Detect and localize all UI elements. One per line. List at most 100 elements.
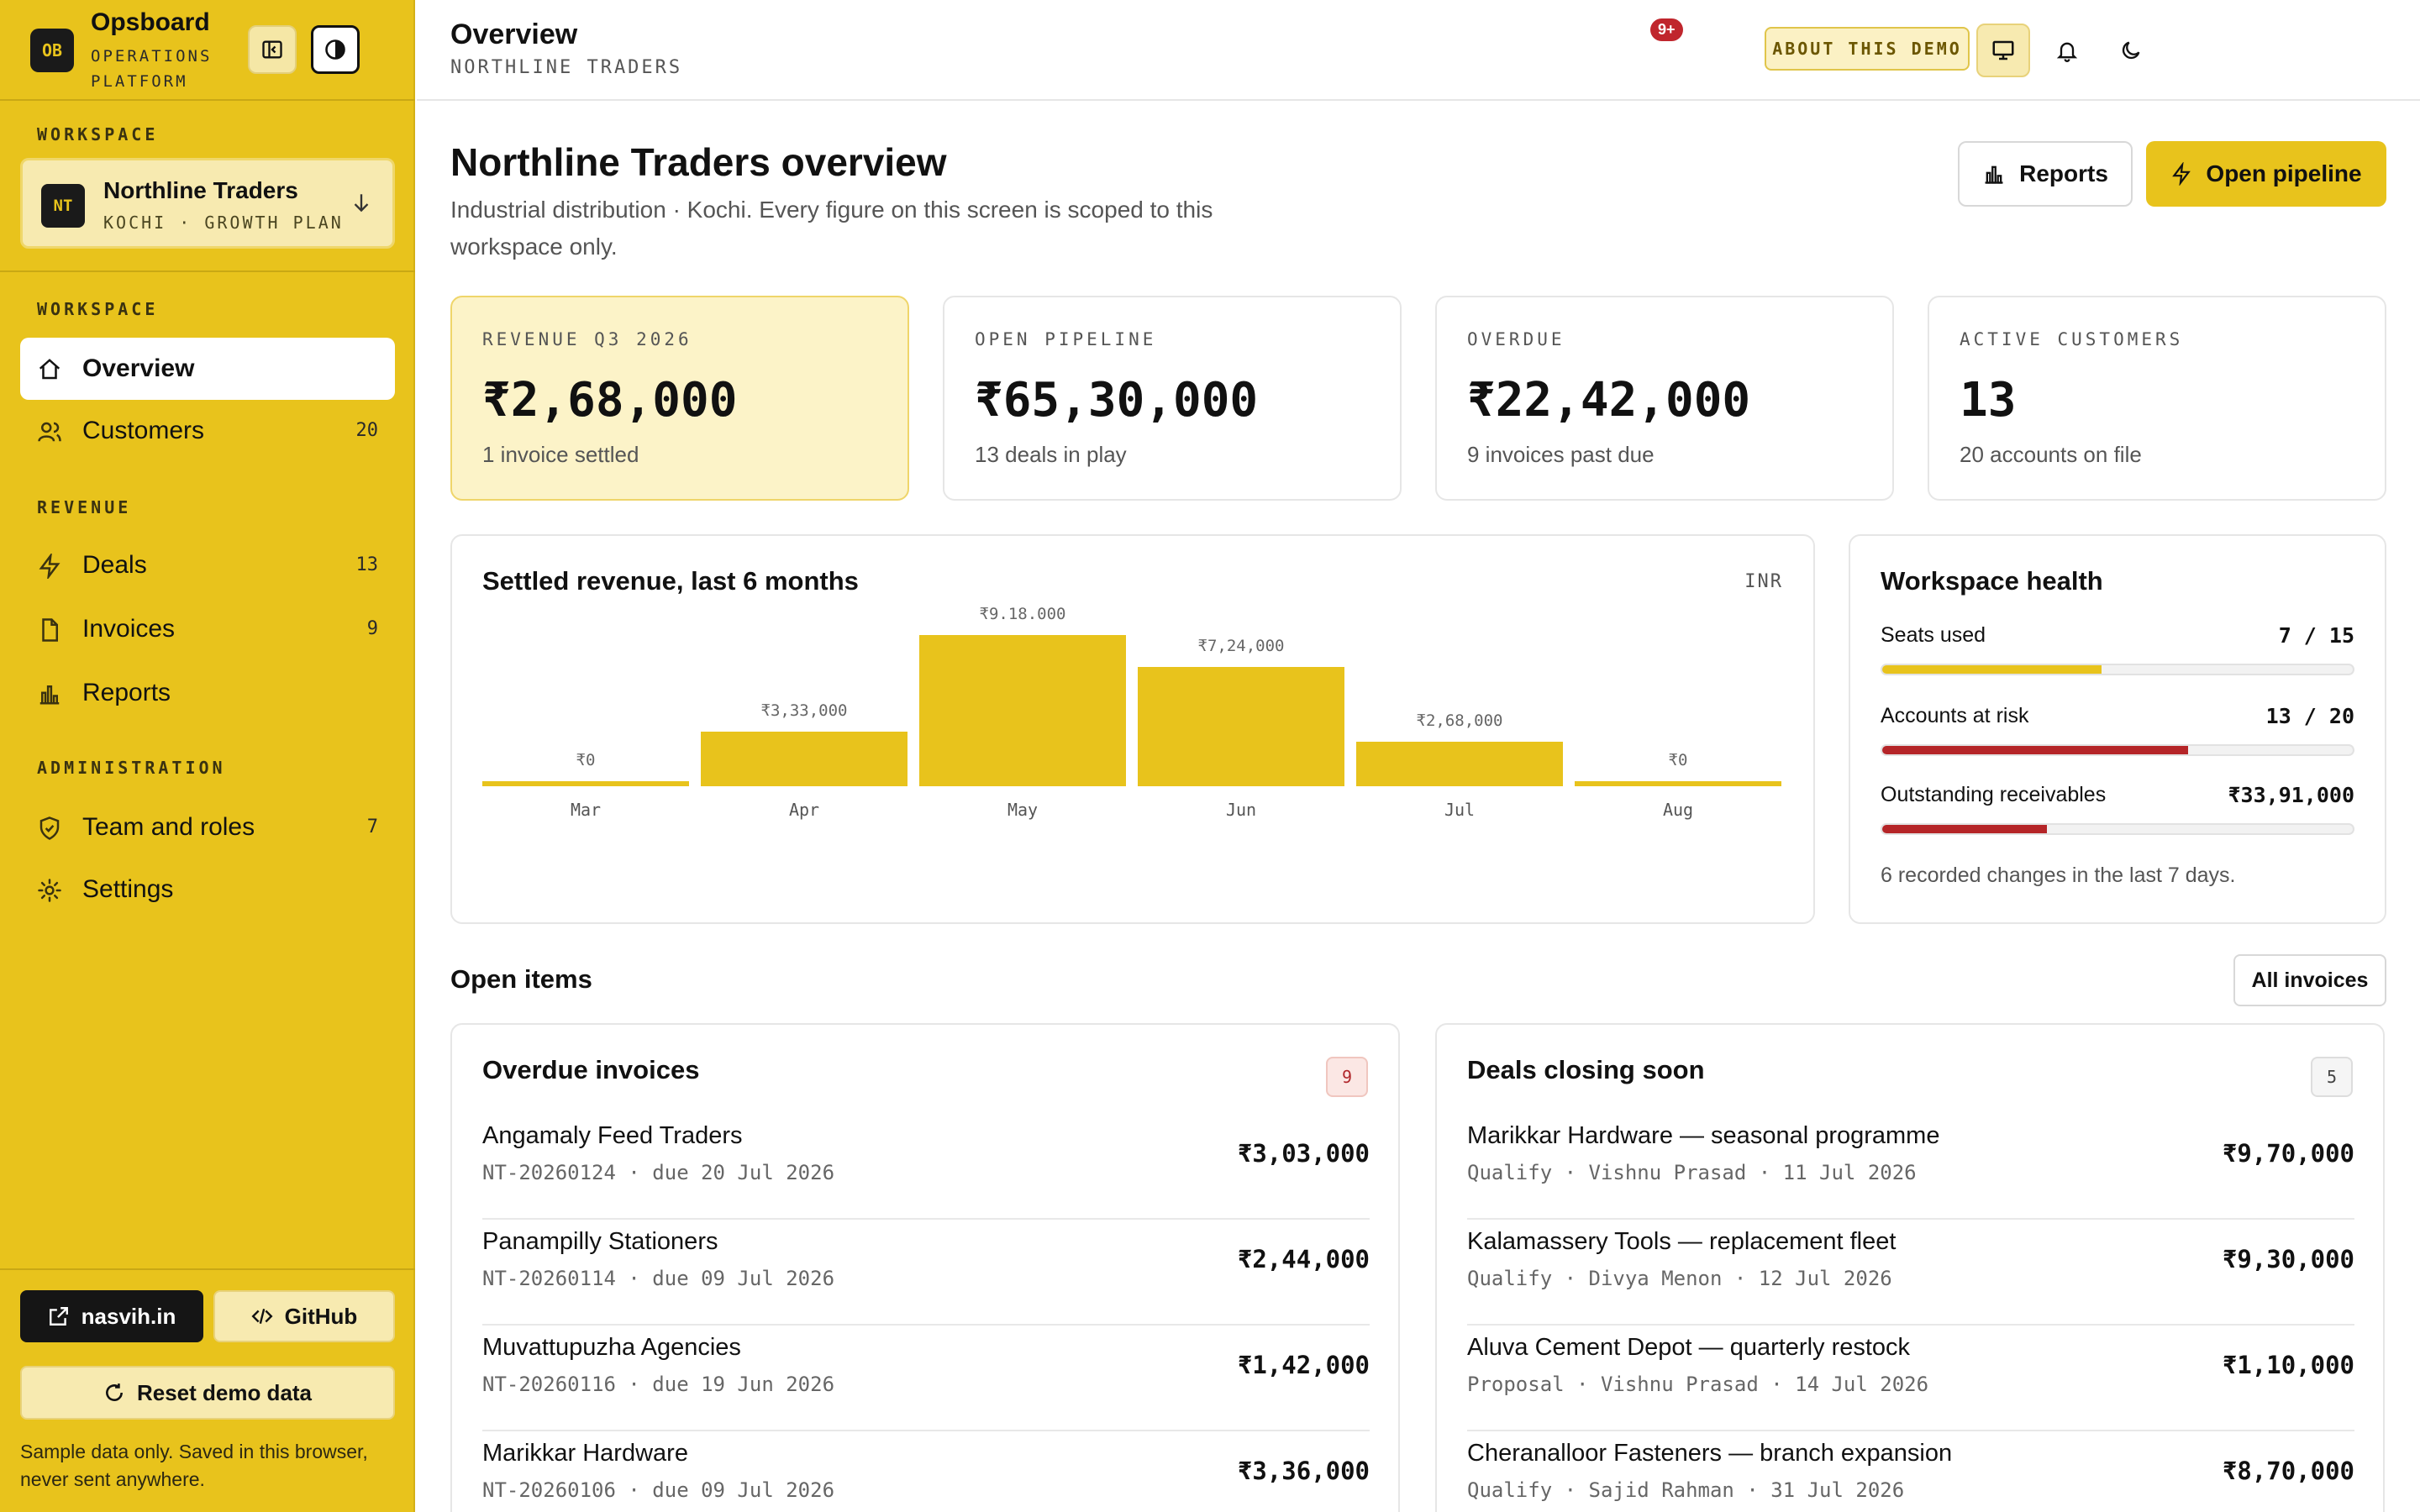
users-icon <box>38 422 61 442</box>
progress-fill <box>1882 746 2188 754</box>
reports-button[interactable]: Reports <box>1958 141 2133 207</box>
brand-logo: OB <box>30 29 74 72</box>
nav-item-deals[interactable]: Deals 13 <box>20 534 395 596</box>
invoice-customer: Marikkar Hardware <box>482 1440 688 1467</box>
invoice-amount: ₹3,03,000 <box>1237 1139 1370 1168</box>
list-item[interactable]: Aluva Cement Depot — quarterly restock P… <box>1467 1326 2354 1431</box>
health-label: Accounts at risk <box>1881 704 2029 727</box>
open-pipeline-button[interactable]: Open pipeline <box>2146 141 2386 207</box>
list-item[interactable]: Marikkar Hardware — seasonal programme Q… <box>1467 1114 2354 1220</box>
about-demo-button[interactable]: ABOUT THIS DEMO <box>1765 27 1970 71</box>
stat-label: REVENUE Q3 2026 <box>482 329 692 349</box>
invoice-amount: ₹2,44,000 <box>1237 1245 1370 1273</box>
invoice-meta: NT-20260106 · due 09 Jul 2026 <box>482 1478 835 1502</box>
notifications-button[interactable] <box>2040 24 2094 77</box>
nav-item-overview[interactable]: Overview <box>20 338 395 400</box>
chart-title: Settled revenue, last 6 months <box>482 566 859 596</box>
deal-amount: ₹9,70,000 <box>2222 1139 2354 1168</box>
home-icon <box>39 359 60 380</box>
refresh-icon <box>106 1383 123 1401</box>
breadcrumb: NORTHLINE TRADERS <box>450 57 683 78</box>
chart-bar <box>919 635 1126 786</box>
bar-chart: ₹0 Mar ₹3,33,000 Apr ₹9.18.000 May ₹7,24,000 Ju… <box>482 536 1786 926</box>
list-item[interactable]: Kalamassery Tools — replacement fleet Qu… <box>1467 1220 2354 1326</box>
github-link-label: GitHub <box>284 1303 358 1329</box>
workspace-switcher[interactable]: NT Northline Traders KOCHI · GROWTH PLAN <box>20 158 395 249</box>
health-value: ₹33,91,000 <box>2228 783 2354 807</box>
stat-label: ACTIVE CUSTOMERS <box>1960 329 2184 349</box>
nav-item-settings[interactable]: Settings <box>20 858 395 921</box>
invoice-meta: NT-20260124 · due 20 Jul 2026 <box>482 1161 835 1184</box>
bar-category-label: Jul <box>1444 800 1476 820</box>
deal-meta: Proposal · Vishnu Prasad · 14 Jul 2026 <box>1467 1373 1929 1396</box>
nav-section-heading: WORKSPACE <box>37 299 159 319</box>
dark-mode-button[interactable] <box>2104 24 2158 77</box>
deal-name: Aluva Cement Depot — quarterly restock <box>1467 1334 1911 1361</box>
chart-bar <box>1138 667 1344 786</box>
workspace-plan: KOCHI · GROWTH PLAN <box>103 213 344 233</box>
contrast-toggle-button[interactable] <box>311 25 360 74</box>
moon-icon <box>2122 41 2140 60</box>
chart-bar <box>701 731 908 786</box>
all-invoices-button[interactable]: All invoices <box>2233 954 2386 1006</box>
nav-item-team-and-roles[interactable]: Team and roles 7 <box>20 796 395 858</box>
bar-category-label: Mar <box>570 800 602 820</box>
stat-subtext: 9 invoices past due <box>1467 442 1655 467</box>
sidebar: OB Opsboard OPERATIONS PLATFORM WORKSPAC… <box>0 0 415 1512</box>
top-bar: Overview NORTHLINE TRADERS <box>417 0 2420 101</box>
stat-card-pipeline: OPEN PIPELINE ₹65,30,000 13 deals in pla… <box>943 296 1402 501</box>
shield-icon <box>39 816 60 840</box>
list-item[interactable]: Panampilly Stationers NT-20260114 · due … <box>482 1220 1370 1326</box>
bar-chart-icon <box>39 685 60 705</box>
health-title: Workspace health <box>1881 566 2103 596</box>
list-item[interactable]: Cheranalloor Fasteners — branch expansio… <box>1467 1431 2354 1512</box>
receivables-progress-bar <box>1881 823 2354 835</box>
stat-card-overdue: OVERDUE ₹22,42,000 9 invoices past due <box>1435 296 1894 501</box>
deal-name: Marikkar Hardware — seasonal programme <box>1467 1122 1940 1149</box>
page-title: Overview <box>450 18 578 50</box>
health-note: 6 recorded changes in the last 7 days. <box>1881 864 2236 887</box>
health-label: Seats used <box>1881 623 1986 647</box>
bar-value-label: ₹3,33,000 <box>760 701 848 720</box>
bolt-icon <box>39 554 60 579</box>
reset-demo-data-button[interactable]: Reset demo data <box>20 1366 395 1420</box>
chart-bar <box>482 781 689 786</box>
list-item[interactable]: Angamaly Feed Traders NT-20260124 · due … <box>482 1114 1370 1220</box>
stat-label: OPEN PIPELINE <box>975 329 1157 349</box>
bar-value-label: ₹0 <box>1668 751 1688 769</box>
invoice-customer: Panampilly Stationers <box>482 1228 718 1255</box>
list-item[interactable]: Marikkar Hardware NT-20260106 · due 09 J… <box>482 1431 1370 1512</box>
site-link-button[interactable]: nasvih.in <box>20 1290 203 1342</box>
nav-count: 20 <box>355 420 379 441</box>
bar-value-label: ₹0 <box>576 751 596 769</box>
reports-label: Reports <box>2019 160 2108 186</box>
overdue-title: Overdue invoices <box>482 1055 700 1084</box>
deals-title: Deals closing soon <box>1467 1055 1705 1084</box>
list-item[interactable]: Muvattupuzha Agencies NT-20260116 · due … <box>482 1326 1370 1431</box>
deal-amount: ₹9,30,000 <box>2222 1245 2354 1273</box>
workspace-description: Industrial distribution · Kochi. Every f… <box>450 197 1213 260</box>
workspace-switcher-heading: WORKSPACE <box>37 124 159 144</box>
external-link-icon <box>49 1307 68 1326</box>
chart-bar <box>1575 781 1781 786</box>
stat-value: ₹22,42,000 <box>1467 373 1751 428</box>
site-link-label: nasvih.in <box>81 1303 176 1329</box>
open-items-heading: Open items <box>450 964 592 994</box>
nav-item-reports[interactable]: Reports <box>20 662 395 724</box>
stat-value: ₹2,68,000 <box>482 373 738 428</box>
deals-count-badge: 5 <box>2311 1057 2353 1097</box>
collapse-sidebar-button[interactable] <box>248 25 297 74</box>
open-pipeline-label: Open pipeline <box>2206 160 2362 186</box>
workspace-heading: Northline Traders overview <box>450 140 947 184</box>
bar-chart-icon <box>1985 165 2003 184</box>
stat-value: 13 <box>1960 373 2017 428</box>
nav-item-invoices[interactable]: Invoices 9 <box>20 598 395 660</box>
nav-label: Deals <box>82 551 147 579</box>
workspace-health-card: Workspace health Seats used 7 / 15 Accou… <box>1849 534 2386 924</box>
desktop-view-button[interactable] <box>1976 24 2030 77</box>
stat-card-customers: ACTIVE CUSTOMERS 13 20 accounts on file <box>1928 296 2386 501</box>
nav-label: Settings <box>82 875 174 903</box>
github-link-button[interactable]: GitHub <box>213 1290 395 1342</box>
nav-item-customers[interactable]: Customers 20 <box>20 400 395 462</box>
deal-name: Kalamassery Tools — replacement fleet <box>1467 1228 1897 1255</box>
